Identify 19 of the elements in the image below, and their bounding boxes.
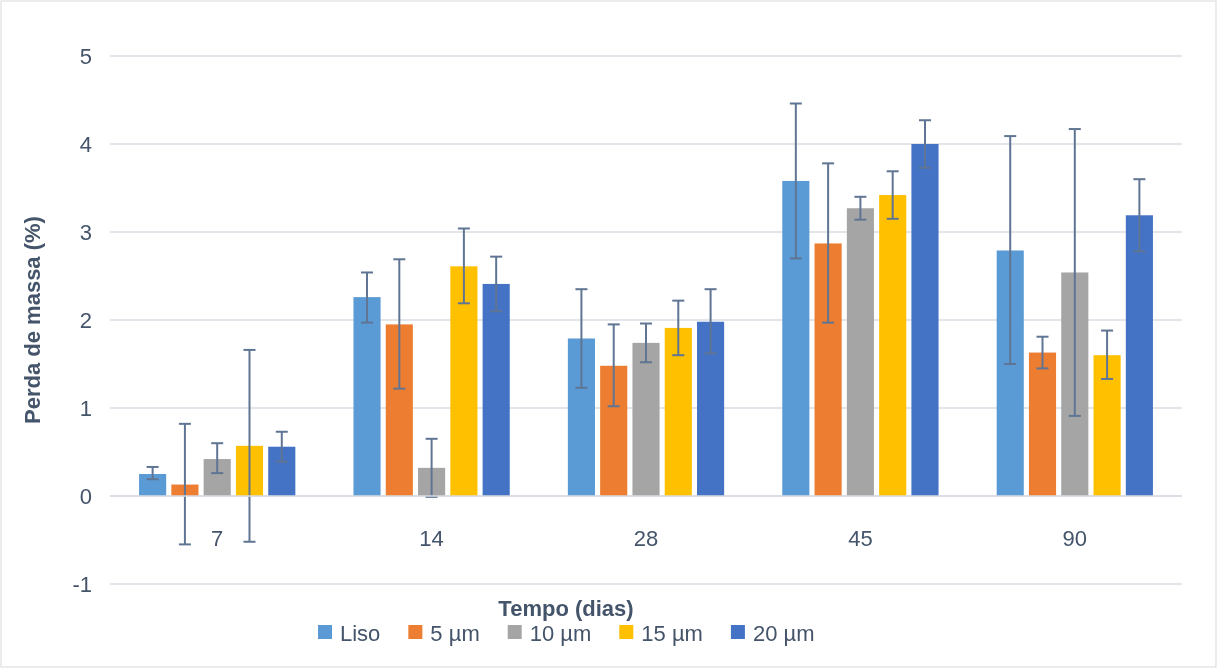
y-tick-label: 5 <box>79 43 92 69</box>
y-tick-label: 0 <box>79 483 92 509</box>
x-tick-label: 90 <box>1062 526 1088 551</box>
legend-label: 5 µm <box>430 621 480 646</box>
y-tick-label: 3 <box>79 219 92 245</box>
x-tick-label: 14 <box>419 526 444 551</box>
y-tick-label: 2 <box>79 307 92 333</box>
legend-label: 20 µm <box>752 621 815 646</box>
x-tick-label: 7 <box>211 526 224 551</box>
x-tick-label: 45 <box>848 526 873 551</box>
y-tick-label: 1 <box>79 395 92 421</box>
y-axis-title: Perda de massa (%) <box>20 216 45 424</box>
y-tick-label: 4 <box>79 131 92 157</box>
legend-label: Liso <box>340 621 381 646</box>
y-tick-label: -1 <box>72 571 92 597</box>
legend-label: 10 µm <box>529 621 592 646</box>
x-axis-title: Tempo (dias) <box>498 596 634 621</box>
x-tick-label: 28 <box>633 526 659 551</box>
legend-label: 15 µm <box>641 621 703 646</box>
